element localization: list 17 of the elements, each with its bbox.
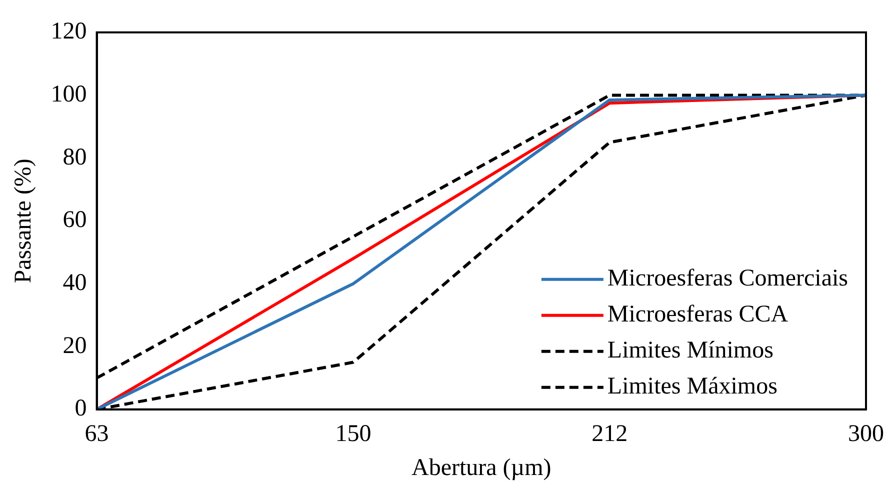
legend-label: Limites Mínimos xyxy=(607,338,774,364)
x-tick-label: 300 xyxy=(848,421,884,448)
x-tick-label: 150 xyxy=(335,421,372,448)
x-tick-label: 212 xyxy=(592,421,628,448)
y-tick-label: 60 xyxy=(62,207,87,234)
y-tick-label: 20 xyxy=(62,332,87,359)
legend-label: Microesferas Comerciais xyxy=(607,266,848,292)
y-tick-label: 100 xyxy=(50,82,87,108)
y-axis-title: Passante (%) xyxy=(10,158,37,284)
legend-label: Limites Máximos xyxy=(607,374,778,400)
y-tick-label: 120 xyxy=(50,18,87,45)
y-tick-label: 0 xyxy=(74,396,87,422)
y-tick-label: 80 xyxy=(62,144,87,170)
x-axis-title: Abertura (µm) xyxy=(412,454,552,481)
legend-label: Microesferas CCA xyxy=(607,302,789,328)
y-tick-label: 40 xyxy=(62,270,87,296)
x-tick-label: 63 xyxy=(84,421,109,448)
